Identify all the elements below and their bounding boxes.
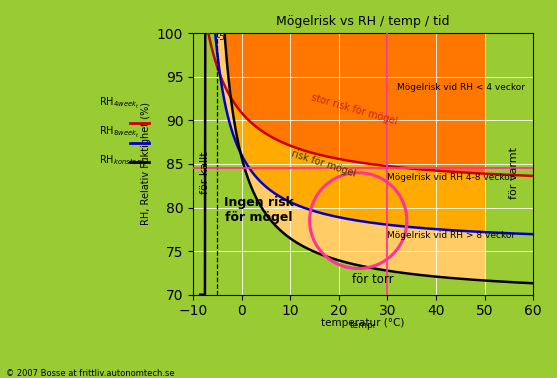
Text: för kallt: för kallt (200, 152, 210, 194)
Text: -5: -5 (216, 33, 225, 42)
Text: risk för mögel: risk för mögel (290, 149, 357, 179)
Text: för torr: för torr (352, 273, 394, 286)
Text: tempₜ: tempₜ (350, 321, 377, 330)
X-axis label: temperatur (°C): temperatur (°C) (321, 318, 405, 328)
Text: © 2007 Bosse at frittliv.autonomtech.se: © 2007 Bosse at frittliv.autonomtech.se (6, 369, 174, 378)
Text: RH$_{4week_t}$: RH$_{4week_t}$ (99, 96, 139, 111)
Text: RH$_{konstant_t}$: RH$_{konstant_t}$ (99, 154, 146, 169)
Text: Mögelrisk vid RH > 8 veckor: Mögelrisk vid RH > 8 veckor (387, 231, 516, 240)
Title: Mögelrisk vs RH / temp / tid: Mögelrisk vs RH / temp / tid (276, 15, 450, 28)
Text: Mögelrisk vid RH < 4 veckor: Mögelrisk vid RH < 4 veckor (397, 83, 525, 92)
Text: för varmt: för varmt (509, 147, 519, 199)
Text: stor risk för mögel: stor risk för mögel (310, 93, 398, 127)
Text: RH$_{8week_t}$: RH$_{8week_t}$ (99, 125, 139, 140)
Text: Mögelrisk vid RH 4-8 veckor: Mögelrisk vid RH 4-8 veckor (387, 173, 514, 182)
Y-axis label: RH, Relativ Fuktighet (%): RH, Relativ Fuktighet (%) (141, 102, 152, 226)
Text: Ingen risk
för mögel: Ingen risk för mögel (224, 195, 294, 224)
